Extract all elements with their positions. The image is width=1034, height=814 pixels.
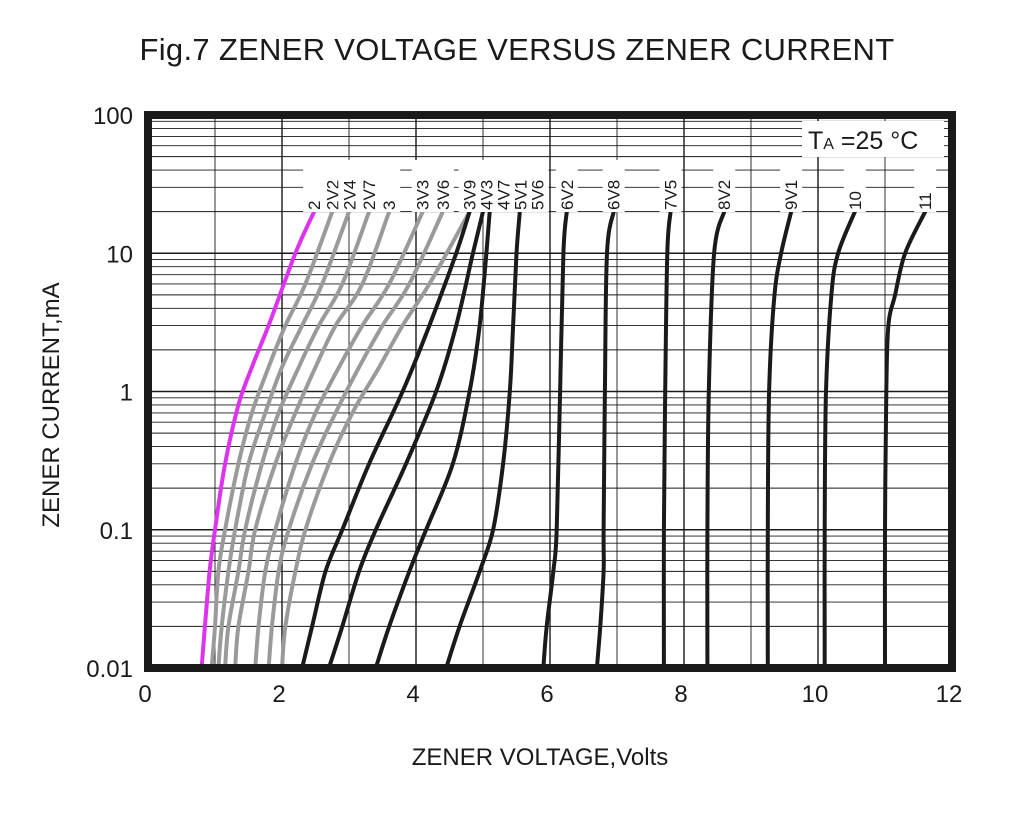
series-label-6v2: 6V2 bbox=[558, 180, 577, 210]
label-backing bbox=[914, 160, 937, 212]
series-label-2v4: 2V4 bbox=[340, 180, 359, 210]
x-tick-label: 12 bbox=[936, 681, 963, 708]
x-tick-label: 8 bbox=[674, 681, 687, 708]
label-backing bbox=[411, 160, 434, 212]
curve-2v4 bbox=[216, 209, 351, 670]
y-tick-label: 0.01 bbox=[86, 656, 133, 683]
curve-4v7 bbox=[326, 209, 485, 670]
series-label-4v3: 4V3 bbox=[478, 180, 497, 210]
label-backing bbox=[458, 160, 481, 212]
annotation-backing bbox=[802, 121, 944, 157]
curve-11 bbox=[882, 209, 928, 670]
series-label-8v2: 8V2 bbox=[715, 180, 734, 210]
series-label-5v6: 5V6 bbox=[529, 180, 548, 210]
curve-2 bbox=[199, 209, 317, 670]
series-label-4v7: 4V7 bbox=[495, 180, 514, 210]
series-label-2v2: 2V2 bbox=[323, 180, 342, 210]
label-backing bbox=[431, 160, 454, 212]
curve-3 bbox=[233, 209, 392, 670]
label-backing bbox=[378, 160, 401, 212]
label-backing bbox=[509, 160, 532, 212]
label-backing bbox=[338, 160, 361, 212]
curve-6v8 bbox=[594, 209, 616, 670]
series-label-10: 10 bbox=[846, 191, 865, 210]
label-backing bbox=[492, 160, 515, 212]
y-tick-label: 0.1 bbox=[100, 518, 133, 545]
curve-3v9 bbox=[280, 209, 472, 670]
chart-title: Fig.7 ZENER VOLTAGE VERSUS ZENER CURRENT bbox=[139, 32, 895, 67]
series-label-7v5: 7V5 bbox=[662, 180, 681, 210]
label-backing bbox=[602, 160, 625, 212]
annotation-sub: A bbox=[823, 136, 834, 153]
label-backing bbox=[555, 160, 578, 212]
y-tick-label: 1 bbox=[120, 380, 133, 407]
y-axis-label: ZENER CURRENT,mA bbox=[38, 282, 65, 528]
x-tick-label: 6 bbox=[540, 681, 553, 708]
label-backing bbox=[780, 160, 803, 212]
series-label-3: 3 bbox=[380, 201, 399, 210]
series-label-3v6: 3V6 bbox=[434, 180, 453, 210]
curve-7v5 bbox=[661, 209, 673, 670]
series-label-6v8: 6V8 bbox=[605, 180, 624, 210]
label-backing bbox=[475, 160, 498, 212]
series-label-11: 11 bbox=[916, 192, 935, 210]
annotation-text: TA =25 °C bbox=[808, 127, 918, 155]
label-backing bbox=[659, 160, 682, 212]
label-backing bbox=[843, 160, 866, 212]
label-backing bbox=[321, 160, 344, 212]
label-backing bbox=[526, 160, 549, 212]
x-tick-label: 0 bbox=[138, 681, 151, 708]
curve-5v1 bbox=[373, 209, 492, 670]
curve-5v6 bbox=[444, 209, 522, 670]
x-tick-label: 10 bbox=[802, 681, 829, 708]
curve-10 bbox=[822, 209, 857, 670]
plot-frame bbox=[144, 111, 956, 672]
curves bbox=[199, 209, 928, 670]
curve-4v3 bbox=[300, 209, 472, 670]
y-tick-label: 100 bbox=[93, 103, 133, 130]
annotation-main: T bbox=[808, 127, 823, 155]
label-backing bbox=[358, 160, 381, 212]
temperature-annotation: TA =25 °C bbox=[802, 121, 944, 157]
y-tick-label: 10 bbox=[106, 241, 133, 268]
x-axis-label: ZENER VOLTAGE,Volts bbox=[411, 744, 669, 771]
series-label-2v7: 2V7 bbox=[360, 180, 379, 210]
tick-labels: 0 2 4 6 8 10 12 0.01 0.1 1 10 100 bbox=[86, 103, 962, 708]
x-tick-label: 2 bbox=[272, 681, 285, 708]
label-backing bbox=[713, 160, 736, 212]
curve-3v6 bbox=[266, 209, 445, 670]
series-label-5v1: 5V1 bbox=[512, 180, 531, 210]
curve-6v2 bbox=[541, 209, 569, 670]
curve-9v1 bbox=[765, 209, 794, 670]
curve-2v2 bbox=[209, 209, 335, 670]
annotation-rest: =25 °C bbox=[834, 127, 918, 155]
curve-8v2 bbox=[705, 209, 727, 670]
curve-2v7 bbox=[223, 209, 372, 670]
curve-3v3 bbox=[253, 209, 425, 670]
series-label-3v9: 3V9 bbox=[461, 180, 480, 210]
series-label-2: 2 bbox=[305, 201, 324, 210]
series-label-9v1: 9V1 bbox=[782, 180, 801, 210]
label-backing bbox=[303, 160, 326, 212]
x-tick-label: 4 bbox=[406, 681, 419, 708]
series-label-3v3: 3V3 bbox=[414, 180, 433, 210]
